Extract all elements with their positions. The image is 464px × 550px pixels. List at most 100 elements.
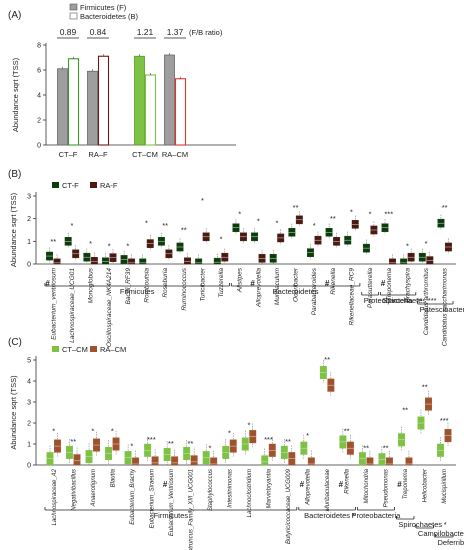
taxon-label: Brachyspira bbox=[404, 268, 411, 303]
group-label: RA–CM bbox=[162, 150, 188, 159]
phylum-label: Bacteroidetes bbox=[273, 287, 319, 296]
ratio-caption: (F/B ratio) bbox=[189, 28, 223, 37]
significance-label: *** bbox=[147, 435, 156, 444]
taxon-roseburia: ** Roseburia bbox=[157, 221, 173, 298]
taxon-romboutsia: * Romboutsia bbox=[139, 219, 154, 303]
taxon-label: Muribaculaceae bbox=[325, 468, 331, 511]
taxon-blautia: * Blautia bbox=[105, 427, 120, 487]
taxon-alloprevotella: * # Alloprevotella bbox=[250, 216, 266, 308]
ra-box bbox=[73, 454, 81, 466]
significance-label: * bbox=[201, 196, 204, 205]
y-tick-label: 2 bbox=[27, 421, 31, 428]
significance-label: ** bbox=[422, 383, 428, 392]
significance-label: * bbox=[248, 420, 251, 429]
phylum-label: Firmicutes bbox=[154, 511, 189, 520]
phylum-bracket: Deferribacteres*** bbox=[435, 534, 464, 547]
phylum-bracket: Proteobacteria ** bbox=[361, 292, 423, 305]
ra-box bbox=[90, 257, 98, 265]
taxon-label: Rikenella bbox=[330, 268, 337, 295]
significance-label: ** bbox=[293, 203, 299, 212]
hash-marker: # bbox=[300, 480, 305, 489]
ratio-label: 1.21 bbox=[137, 27, 154, 37]
phylum-significance: ** bbox=[417, 296, 423, 305]
taxon-label: Staphylococcus bbox=[208, 469, 214, 511]
legend-swatch-bacteroidetes bbox=[69, 12, 78, 20]
phylum-bracket: Spirochaetes * bbox=[396, 516, 447, 529]
taxon-label: Alistipes bbox=[237, 267, 244, 293]
taxon-pseudomonas: ** Pseudomonas bbox=[378, 443, 393, 507]
taxon-label: Candidatus arthromitus bbox=[423, 267, 430, 335]
taxon-label: Butyricicoccaceae_UCG009 bbox=[286, 468, 292, 544]
hash-marker: # bbox=[397, 480, 402, 489]
phylum-label: Proteobacteria bbox=[352, 511, 402, 520]
taxon-label: Pseudomonas bbox=[384, 469, 390, 507]
ra-box bbox=[171, 456, 179, 466]
significance-label: * bbox=[111, 427, 114, 436]
phylum-bracket: Proteobacteria bbox=[352, 507, 402, 520]
taxon-anaerotignum: * Anaerotignum bbox=[85, 427, 101, 507]
taxon-label: Turicibacter bbox=[199, 267, 206, 301]
group-label: RA–F bbox=[88, 150, 108, 159]
ct-box bbox=[261, 455, 269, 466]
significance-label: ** bbox=[168, 439, 174, 448]
taxon-muribaculaceae: ** Muribaculaceae bbox=[319, 355, 335, 511]
y-tick-label: 1 bbox=[27, 239, 31, 246]
taxon-eubacterium-brachy: * Eubacterium_Brachy bbox=[124, 441, 140, 525]
phylum-significance: * bbox=[444, 520, 447, 529]
taxon-label: Rikenellaceae_RC9 bbox=[349, 268, 356, 326]
taxon-brachyspira: * Brachyspira bbox=[400, 241, 415, 303]
significance-label: * bbox=[91, 427, 94, 436]
taxon-label: Romboutsia bbox=[144, 268, 151, 303]
ra-box bbox=[190, 455, 198, 466]
ra-box bbox=[184, 257, 191, 265]
taxon-candidatus-saccharimonas: ** Candidatus saccharimonas bbox=[437, 203, 452, 346]
taxon-monoglobus: * Monoglobus bbox=[83, 239, 98, 303]
bar-firmicutes bbox=[134, 55, 145, 146]
taxon-label: Marvinbryantia bbox=[267, 468, 273, 508]
significance-label: ** bbox=[330, 214, 336, 223]
significance-label: * bbox=[350, 207, 353, 216]
taxon-label: Treponema bbox=[403, 468, 409, 499]
legend-label: CT-F bbox=[62, 181, 79, 190]
y-tick-label: 0 bbox=[37, 143, 41, 150]
taxon-label: Eubacterium_Brachy bbox=[130, 468, 136, 525]
phylum-label: Spirochaetes bbox=[398, 520, 442, 529]
phylum-label: Bacteroidetes bbox=[304, 511, 350, 520]
group-label: CT–CM bbox=[132, 150, 158, 159]
phylum-label: Patescibacteria bbox=[420, 305, 464, 314]
hash-marker: # bbox=[45, 279, 50, 288]
phylum-label: Proteobacteria bbox=[364, 296, 414, 305]
phylum-label: Campilobacterota bbox=[418, 529, 464, 538]
significance-label: ** bbox=[363, 443, 369, 452]
phylum-bracket: Spirochaetes *** bbox=[379, 292, 437, 305]
significance-label: * bbox=[228, 429, 231, 438]
hash-marker: # bbox=[163, 480, 168, 489]
panel-label: (C) bbox=[8, 337, 22, 348]
significance-label: ** bbox=[50, 237, 56, 246]
significance-label: *** bbox=[264, 435, 273, 444]
ct-box bbox=[102, 257, 109, 265]
taxon-rikenella: ** # Rikenella bbox=[325, 214, 341, 295]
legend-label: CT–CM bbox=[62, 345, 88, 354]
legend-swatch bbox=[90, 182, 97, 188]
taxon-ruminococcus: ** Ruminococcus bbox=[176, 226, 191, 311]
panel-label: (A) bbox=[8, 10, 21, 21]
significance-label: * bbox=[108, 241, 111, 250]
y-tick-label: 2 bbox=[27, 216, 31, 223]
taxon-label: Tuzzerella bbox=[218, 268, 225, 298]
taxon-lachnospiraceae-a2: * Lachnospiraceae_A2 bbox=[46, 427, 61, 525]
taxon-label: Parabacteroides bbox=[311, 267, 318, 315]
hash-marker: # bbox=[339, 480, 344, 489]
taxon-marvinbryantia: *** Marvinbryantia bbox=[261, 435, 276, 508]
y-tick-label: 4 bbox=[37, 93, 41, 100]
taxon-alloprevotella: * # Alloprevotella bbox=[300, 431, 315, 506]
phylum-bracket: Firmicutes bbox=[44, 283, 230, 296]
taxon-mucispirillum: *** Mucispirillum bbox=[437, 416, 452, 504]
taxon-odoribacter: ** Odoribacter bbox=[288, 203, 303, 302]
bar-firmicutes bbox=[57, 68, 68, 146]
taxon-label: Roseburia bbox=[162, 268, 169, 298]
ra-box bbox=[385, 457, 393, 466]
taxon-turicibacter: * Turicibacter bbox=[195, 196, 210, 301]
taxon-parasutterella: * Parasutterella bbox=[362, 210, 378, 308]
